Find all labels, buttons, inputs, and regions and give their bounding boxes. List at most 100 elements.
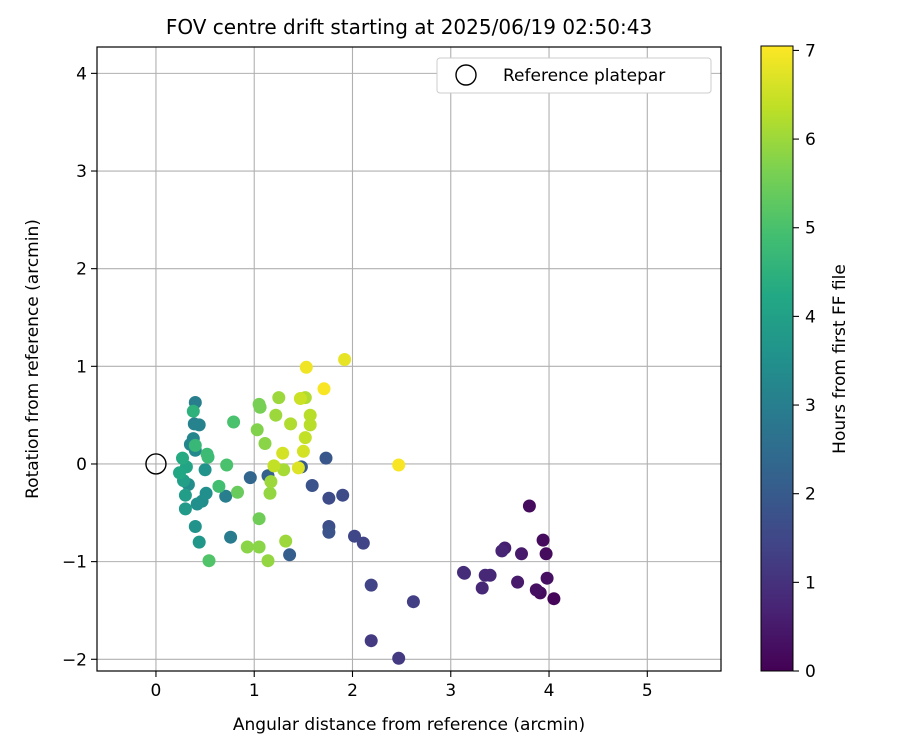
y-ticks: −2 −1 0 1 2 3 4 bbox=[62, 64, 97, 670]
data-point bbox=[252, 540, 266, 554]
x-tick-label: 1 bbox=[249, 681, 260, 701]
data-point bbox=[529, 583, 543, 597]
reference-platepar-marker bbox=[145, 453, 167, 475]
data-point bbox=[539, 547, 553, 561]
x-ticks: 0 1 2 3 4 5 bbox=[151, 671, 653, 701]
data-point bbox=[178, 502, 192, 516]
y-tick-label: 4 bbox=[76, 64, 87, 84]
data-point bbox=[178, 488, 192, 502]
data-point bbox=[212, 479, 226, 493]
data-point bbox=[253, 400, 267, 414]
data-point bbox=[267, 459, 281, 473]
data-point bbox=[291, 461, 305, 475]
data-point bbox=[303, 408, 317, 422]
data-point bbox=[522, 499, 536, 513]
y-tick-label: 2 bbox=[76, 260, 87, 280]
colorbar bbox=[760, 45, 794, 672]
data-point bbox=[276, 446, 290, 460]
data-point bbox=[240, 540, 254, 554]
grid bbox=[97, 47, 721, 671]
data-point bbox=[515, 547, 528, 561]
legend-box bbox=[436, 57, 712, 94]
colorbar-label: Hours from first FF file bbox=[830, 264, 850, 454]
data-point bbox=[199, 486, 213, 500]
data-point bbox=[224, 530, 238, 544]
y-tick-label: 1 bbox=[76, 357, 87, 377]
y-tick-label: 3 bbox=[76, 162, 87, 182]
data-point bbox=[319, 451, 333, 465]
data-point bbox=[220, 458, 234, 472]
data-point bbox=[283, 548, 297, 562]
data-point bbox=[478, 568, 492, 582]
data-point bbox=[322, 491, 336, 505]
data-point bbox=[258, 437, 272, 450]
x-tick-label: 4 bbox=[544, 681, 555, 701]
data-point bbox=[392, 651, 406, 665]
data-point bbox=[547, 592, 561, 606]
reference-marker-layer bbox=[145, 453, 167, 475]
colorbar-ticks: 0 1 2 3 4 5 6 7 bbox=[793, 41, 816, 682]
data-point bbox=[176, 451, 189, 465]
data-point bbox=[198, 463, 212, 477]
data-point bbox=[227, 415, 241, 429]
data-point bbox=[322, 525, 336, 539]
data-point bbox=[299, 360, 313, 374]
colorbar-tick-label: 4 bbox=[805, 307, 816, 327]
colorbar-tick-label: 0 bbox=[805, 662, 816, 682]
data-point bbox=[511, 575, 525, 589]
data-point bbox=[173, 466, 186, 480]
data-point bbox=[317, 382, 331, 396]
data-point bbox=[190, 497, 204, 511]
x-tick-label: 0 bbox=[151, 681, 162, 701]
data-point bbox=[392, 458, 406, 472]
data-point bbox=[457, 565, 470, 579]
plot-frame bbox=[96, 46, 722, 672]
data-point bbox=[219, 489, 233, 503]
data-point bbox=[305, 479, 319, 492]
data-point bbox=[252, 512, 266, 526]
y-axis-label: Rotation from reference (arcmin) bbox=[23, 219, 43, 499]
x-tick-label: 2 bbox=[347, 681, 358, 701]
data-point bbox=[364, 634, 378, 648]
data-point bbox=[272, 391, 286, 405]
data-point bbox=[364, 578, 378, 592]
data-point bbox=[540, 571, 554, 585]
data-point bbox=[284, 417, 298, 431]
data-point bbox=[338, 353, 352, 366]
colorbar-tick-label: 3 bbox=[805, 396, 816, 416]
data-point bbox=[192, 535, 206, 549]
data-point bbox=[348, 529, 361, 543]
y-tick-label: −2 bbox=[62, 650, 87, 670]
data-point bbox=[296, 444, 310, 458]
data-point bbox=[243, 471, 257, 485]
data-point bbox=[187, 417, 201, 431]
colorbar-tick-label: 2 bbox=[805, 485, 816, 505]
colorbar-tick-label: 6 bbox=[805, 130, 816, 150]
data-point bbox=[277, 463, 291, 477]
data-point bbox=[264, 475, 278, 489]
data-points bbox=[173, 353, 561, 665]
legend-entry-label: Reference platepar bbox=[503, 66, 665, 86]
data-point bbox=[298, 431, 312, 445]
data-point bbox=[495, 544, 509, 558]
data-point bbox=[269, 408, 283, 422]
data-point bbox=[279, 534, 293, 548]
data-point bbox=[475, 581, 489, 595]
x-axis-label: Angular distance from reference (arcmin) bbox=[233, 715, 585, 735]
colorbar-tick-label: 1 bbox=[805, 573, 816, 593]
y-tick-label: 0 bbox=[76, 455, 87, 475]
data-point bbox=[536, 533, 550, 547]
data-point bbox=[186, 404, 200, 418]
x-tick-label: 3 bbox=[445, 681, 456, 701]
data-point bbox=[356, 536, 370, 550]
data-point bbox=[188, 438, 202, 452]
data-point bbox=[293, 392, 307, 405]
colorbar-tick-label: 7 bbox=[805, 41, 816, 61]
data-point bbox=[303, 418, 317, 432]
chart-title: FOV centre drift starting at 2025/06/19 … bbox=[166, 15, 652, 39]
data-point bbox=[263, 486, 277, 500]
data-point bbox=[202, 554, 216, 568]
data-point bbox=[188, 520, 202, 533]
data-point bbox=[261, 554, 275, 568]
